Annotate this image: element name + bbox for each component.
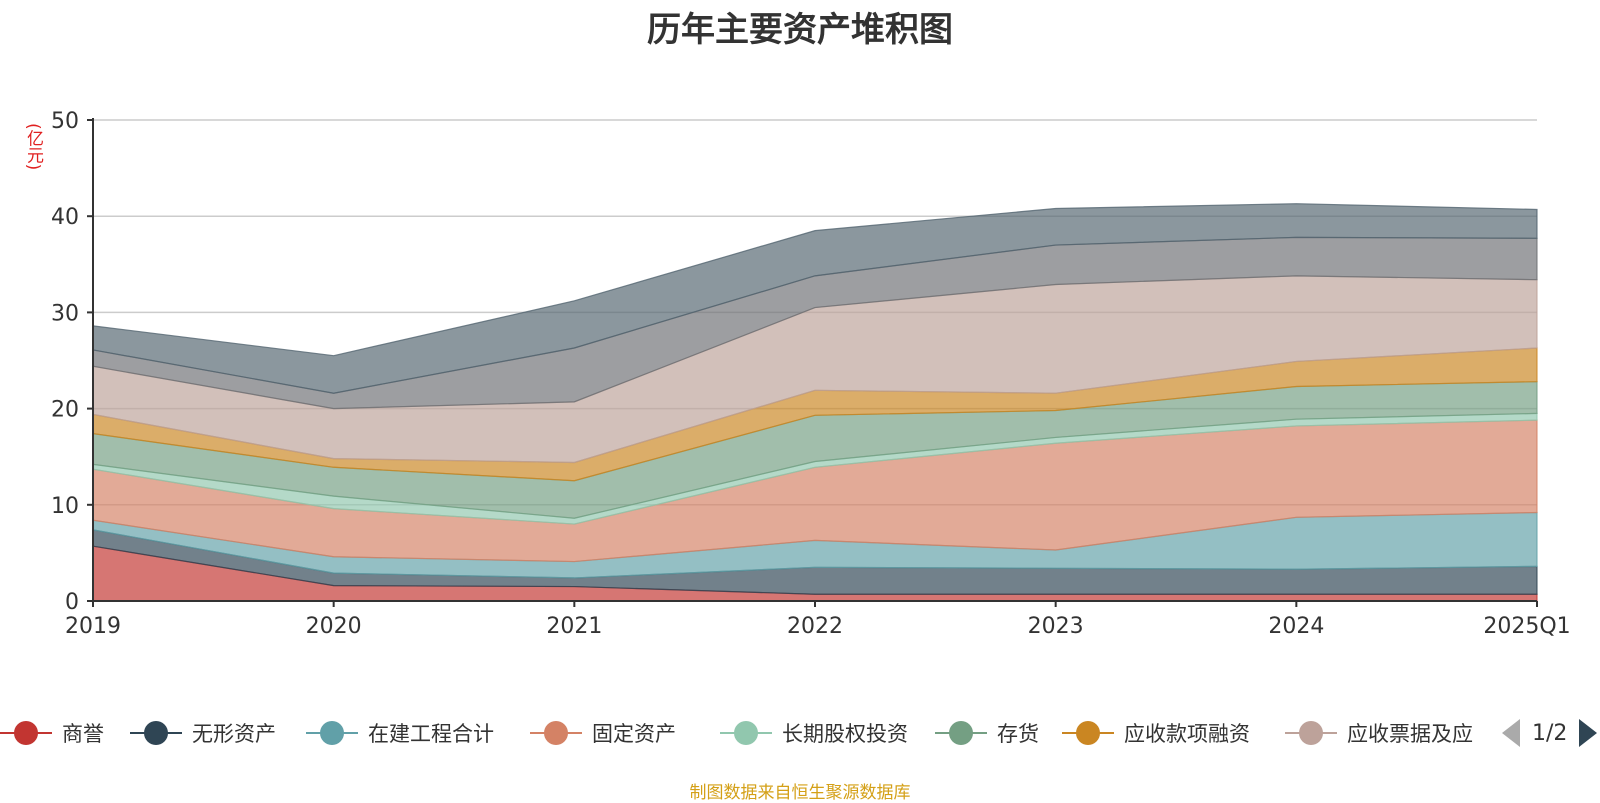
legend-label: 长期股权投资: [782, 722, 908, 746]
y-tick-label: 50: [51, 109, 79, 134]
x-tick-label: 2025Q1: [1483, 614, 1570, 639]
x-tick-label: 2020: [306, 614, 362, 639]
axes: [87, 118, 1538, 607]
legend-pager: 1/2: [1502, 716, 1598, 750]
x-tick-label: 2024: [1268, 614, 1324, 639]
legend-item[interactable]: 长期股权投资: [720, 716, 908, 750]
legend-marker-icon: [306, 720, 358, 746]
stacked-area-chart: 0 10 20 30 40 50 2019 2020 2021 2022 2023 2024 2025Q…: [51, 109, 1571, 639]
legend-label: 在建工程合计: [368, 722, 494, 746]
legend-item[interactable]: 应收款项融资: [1062, 716, 1250, 750]
legend-prev-icon[interactable]: [1502, 719, 1520, 747]
legend-label: 商誉: [62, 722, 104, 746]
legend-item[interactable]: 无形资产: [130, 716, 276, 750]
legend-marker-icon: [130, 720, 182, 746]
legend-marker-icon: [935, 720, 987, 746]
legend-marker-icon: [1062, 720, 1114, 746]
legend-item[interactable]: 商誉: [0, 716, 104, 750]
legend-label: 应收票据及应: [1347, 722, 1473, 746]
legend-label: 应收款项融资: [1124, 722, 1250, 746]
legend-marker-icon: [1285, 720, 1337, 746]
area-series-10: [92, 203, 1538, 394]
chart-title: 历年主要资产堆积图: [647, 10, 953, 50]
legend-label: 存货: [997, 722, 1039, 746]
legend-item[interactable]: 应收票据及应: [1285, 716, 1473, 750]
area-series: [92, 203, 1538, 602]
legend-label: 固定资产: [592, 722, 676, 746]
legend-marker-icon: [720, 720, 772, 746]
legend-label: 无形资产: [192, 722, 276, 746]
legend-marker-icon: [530, 720, 582, 746]
source-note: 制图数据来自恒生聚源数据库: [689, 783, 911, 803]
tick-labels: 0 10 20 30 40 50 2019 2020 2021 2022 2023 2024 2025Q…: [51, 109, 1571, 639]
x-tick-label: 2023: [1028, 614, 1084, 639]
legend-item[interactable]: 固定资产: [530, 716, 676, 750]
legend-item[interactable]: 在建工程合计: [306, 716, 494, 750]
y-tick-label: 20: [51, 398, 79, 423]
x-tick-label: 2021: [546, 614, 602, 639]
legend-items: 商誉 无形资产 在建工程合计 固定资产 长期股权投资 存货 应收款项融资 应收票据及应: [0, 716, 1480, 756]
x-tick-label: 2019: [65, 614, 121, 639]
y-tick-label: 40: [51, 205, 79, 230]
legend-marker-icon: [0, 720, 52, 746]
legend-next-icon[interactable]: [1579, 719, 1598, 747]
legend-page-indicator: 1/2: [1532, 720, 1568, 746]
legend: 商誉 无形资产 在建工程合计 固定资产 长期股权投资 存货 应收款项融资 应收票据及应: [0, 716, 1600, 756]
legend-item[interactable]: 存货: [935, 716, 1039, 750]
y-tick-label: 10: [51, 494, 79, 519]
x-tick-label: 2022: [787, 614, 843, 639]
y-axis-unit: (亿元): [23, 123, 43, 171]
y-tick-label: 30: [51, 301, 79, 326]
y-tick-label: 0: [65, 590, 79, 615]
